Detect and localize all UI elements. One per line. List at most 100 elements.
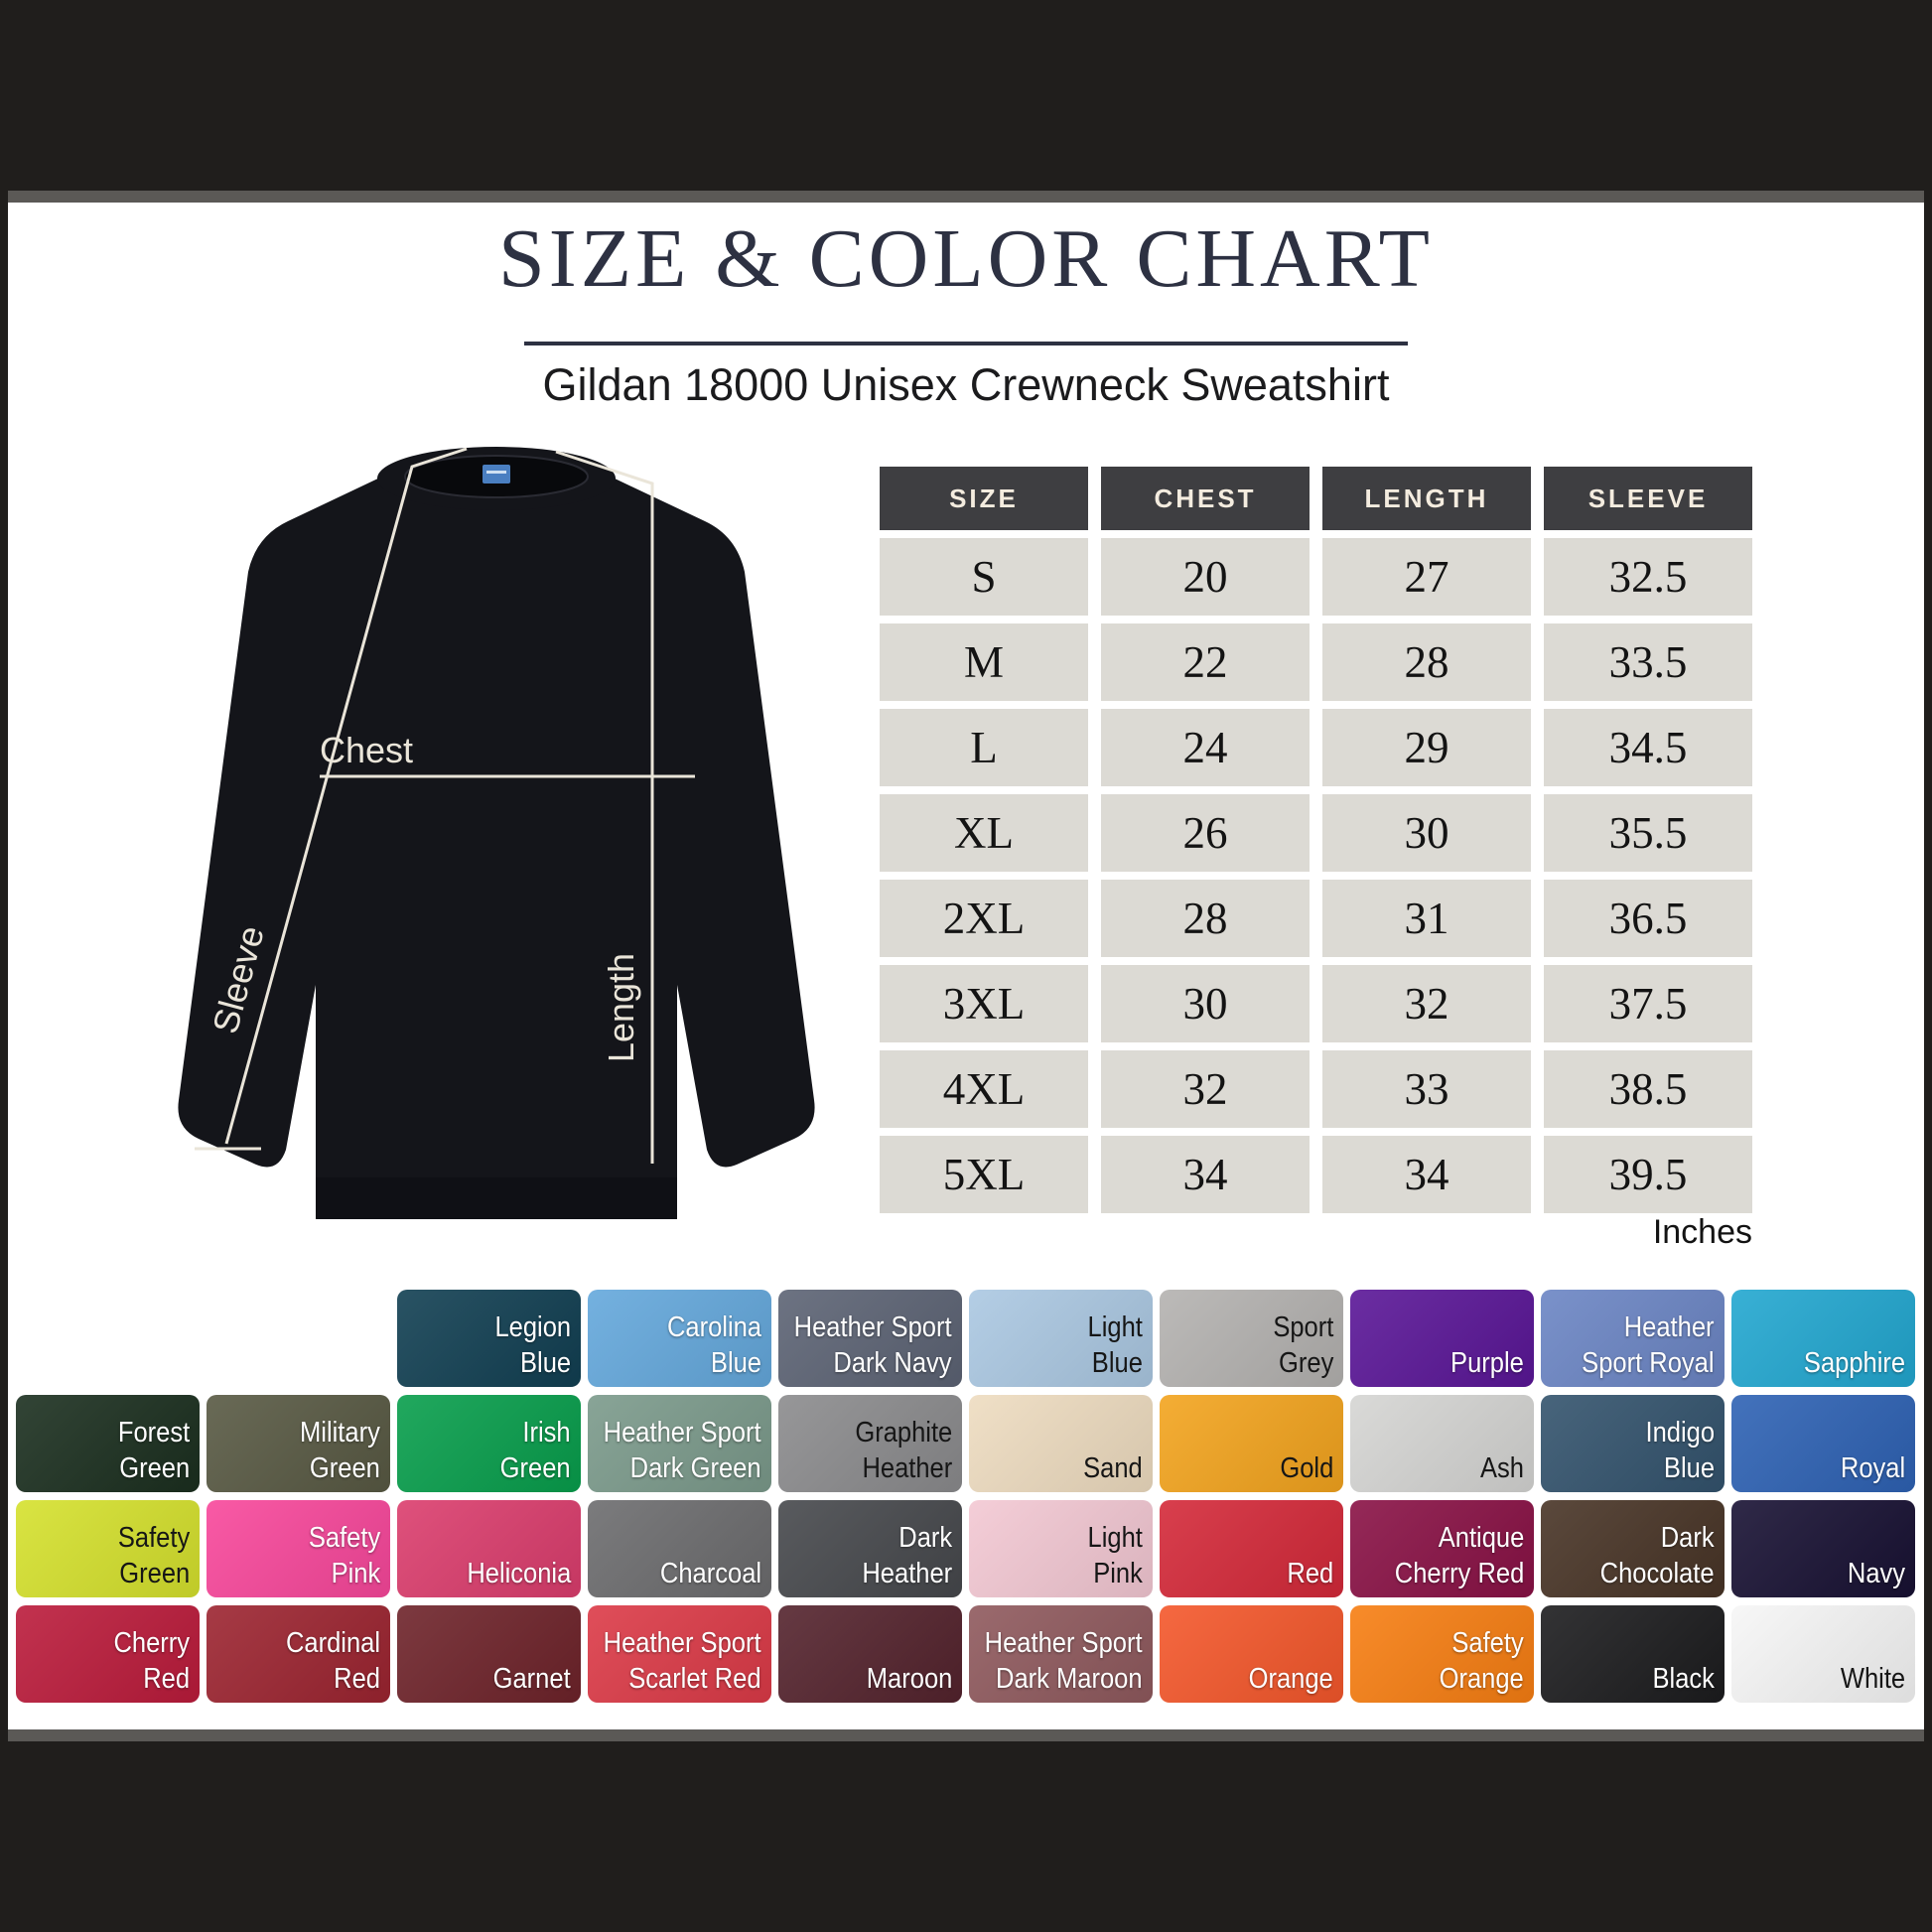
color-swatch: Heliconia — [397, 1500, 581, 1597]
color-swatch: Light Pink — [969, 1500, 1153, 1597]
color-swatch-label: Light Pink — [1087, 1522, 1143, 1589]
color-swatch: Purple — [1350, 1290, 1534, 1387]
color-swatch: Light Blue — [969, 1290, 1153, 1387]
color-swatch-label: Royal — [1840, 1451, 1905, 1484]
cell-length: 33 — [1322, 1050, 1531, 1128]
color-swatch: Garnet — [397, 1605, 581, 1703]
cell-length: 32 — [1322, 965, 1531, 1042]
column-header: LENGTH — [1322, 467, 1531, 530]
color-swatch: Dark Heather — [778, 1500, 962, 1597]
color-swatch-label: Heather Sport Royal — [1582, 1311, 1715, 1379]
color-swatch-label: Safety Orange — [1439, 1627, 1524, 1695]
color-swatch: Sand — [969, 1395, 1153, 1492]
color-swatch: Ash — [1350, 1395, 1534, 1492]
color-swatch-label: Cardinal Red — [285, 1627, 380, 1695]
cell-size: S — [880, 538, 1088, 616]
cell-size: M — [880, 623, 1088, 701]
color-grid: Legion Blue Carolina Blue Heather Sport Dark … — [16, 1290, 1915, 1703]
color-swatch-label: Graphite Heather — [855, 1417, 952, 1484]
color-swatch: Legion Blue — [397, 1290, 581, 1387]
color-swatch-label: Light Blue — [1087, 1311, 1143, 1379]
cell-chest: 22 — [1101, 623, 1310, 701]
color-swatch: Heather Sport Dark Maroon — [969, 1605, 1153, 1703]
color-swatch: Royal — [1731, 1395, 1915, 1492]
color-swatch: Safety Pink — [207, 1500, 390, 1597]
units-note: Inches — [1652, 1213, 1752, 1251]
cell-length: 31 — [1322, 880, 1531, 957]
color-swatch: Red — [1160, 1500, 1343, 1597]
color-swatch: Navy — [1731, 1500, 1915, 1597]
color-swatch-label: Ash — [1480, 1451, 1524, 1484]
cell-sleeve: 33.5 — [1544, 623, 1752, 701]
color-swatch: Dark Chocolate — [1541, 1500, 1725, 1597]
color-swatch: White — [1731, 1605, 1915, 1703]
sweatshirt-hem — [316, 1177, 677, 1219]
color-swatch-label: Heather Sport Dark Green — [604, 1417, 761, 1484]
cell-size: 5XL — [880, 1136, 1088, 1213]
color-swatch: Gold — [1160, 1395, 1343, 1492]
right-frame-bar — [1924, 0, 1932, 1932]
brand-tag-mark — [486, 471, 506, 474]
cell-sleeve: 36.5 — [1544, 880, 1752, 957]
size-table: SIZE CHEST LENGTH SLEEVE S 20 27 32.5 M 22 28 33.5 L… — [880, 467, 1752, 1213]
cell-length: 28 — [1322, 623, 1531, 701]
cell-size: 4XL — [880, 1050, 1088, 1128]
color-swatch: Cherry Red — [16, 1605, 200, 1703]
color-swatch-label: Carolina Blue — [666, 1311, 761, 1379]
color-swatch: Sapphire — [1731, 1290, 1915, 1387]
color-swatch-label: Red — [1287, 1557, 1333, 1589]
color-swatch-label: Garnet — [492, 1662, 571, 1695]
sleeve-measure-line — [224, 447, 468, 1145]
cell-chest: 28 — [1101, 880, 1310, 957]
color-swatch: Sport Grey — [1160, 1290, 1343, 1387]
color-swatch-label: White — [1840, 1662, 1905, 1695]
page-subtitle: Gildan 18000 Unisex Crewneck Sweatshirt — [542, 359, 1390, 410]
cell-chest: 30 — [1101, 965, 1310, 1042]
column-header: SLEEVE — [1544, 467, 1752, 530]
sweatshirt-body — [178, 477, 815, 1219]
color-swatch-label: Sand — [1083, 1451, 1143, 1484]
cell-length: 27 — [1322, 538, 1531, 616]
color-swatch-label: Safety Green — [117, 1522, 190, 1589]
chest-label: Chest — [320, 730, 413, 770]
color-swatch: Charcoal — [588, 1500, 771, 1597]
color-swatch: Heather Sport Royal — [1541, 1290, 1725, 1387]
color-swatch-label: Antique Cherry Red — [1394, 1522, 1524, 1589]
color-swatch-label: Dark Heather — [862, 1522, 952, 1589]
cell-size: XL — [880, 794, 1088, 872]
color-swatch: Heather Sport Scarlet Red — [588, 1605, 771, 1703]
color-swatch: Carolina Blue — [588, 1290, 771, 1387]
color-swatch-label: Sport Grey — [1272, 1311, 1333, 1379]
color-swatch: Irish Green — [397, 1395, 581, 1492]
cell-chest: 24 — [1101, 709, 1310, 786]
cell-size: 2XL — [880, 880, 1088, 957]
color-swatch-label: Forest Green — [117, 1417, 190, 1484]
cell-length: 34 — [1322, 1136, 1531, 1213]
cell-sleeve: 37.5 — [1544, 965, 1752, 1042]
length-label: Length — [601, 953, 641, 1062]
bottom-frame-bar — [0, 1741, 1932, 1932]
color-swatch-label: Black — [1652, 1662, 1715, 1695]
color-swatch: Maroon — [778, 1605, 962, 1703]
color-swatch-label: Legion Blue — [494, 1311, 571, 1379]
color-swatch-label: Maroon — [866, 1662, 952, 1695]
cell-chest: 26 — [1101, 794, 1310, 872]
column-header: SIZE — [880, 467, 1088, 530]
left-frame-bar — [0, 0, 8, 1932]
color-swatch: Military Green — [207, 1395, 390, 1492]
color-swatch-label: Safety Pink — [308, 1522, 380, 1589]
sweatshirt-diagram: Chest Sleeve Length — [139, 427, 854, 1251]
cell-sleeve: 35.5 — [1544, 794, 1752, 872]
color-swatch: Indigo Blue — [1541, 1395, 1725, 1492]
cell-size: 3XL — [880, 965, 1088, 1042]
color-swatch: Heather Sport Dark Navy — [778, 1290, 962, 1387]
color-swatch-label: Charcoal — [659, 1557, 761, 1589]
brand-tag — [483, 465, 510, 483]
color-swatch-label: Indigo Blue — [1645, 1417, 1715, 1484]
cell-chest: 34 — [1101, 1136, 1310, 1213]
color-swatch: Graphite Heather — [778, 1395, 962, 1492]
color-swatch-label: Heather Sport Scarlet Red — [604, 1627, 761, 1695]
cell-sleeve: 32.5 — [1544, 538, 1752, 616]
cell-length: 30 — [1322, 794, 1531, 872]
